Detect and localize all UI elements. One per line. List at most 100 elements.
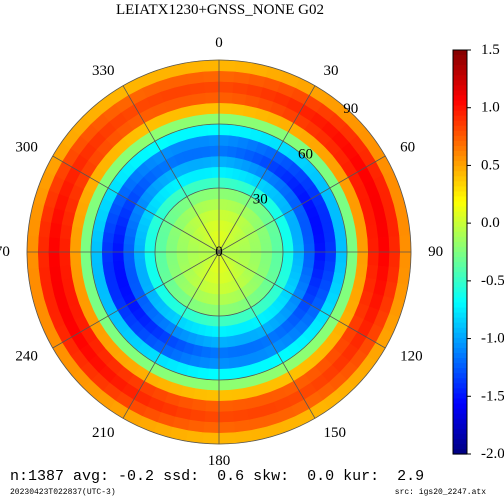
angle-tick-label: 90 <box>428 244 443 260</box>
heatmap-cell <box>212 177 220 189</box>
colorbar-segment <box>453 428 467 435</box>
heatmap-cell <box>207 368 220 381</box>
colorbar-segment <box>453 418 467 425</box>
heatmap-cell <box>218 102 233 115</box>
heatmap-cell <box>282 245 294 253</box>
heatmap-cell <box>101 241 114 253</box>
heatmap-cell <box>218 432 237 445</box>
heatmap-cell <box>226 335 237 348</box>
colorbar-segment <box>453 186 467 192</box>
heatmap-cell <box>90 251 103 264</box>
colorbar-segment <box>453 378 467 384</box>
heatmap-cell <box>48 251 60 268</box>
heatmap-cell <box>355 225 369 241</box>
colorbar-segment <box>453 110 467 117</box>
heatmap-cell <box>201 432 220 445</box>
colorbar-segment <box>453 373 467 379</box>
colorbar-segment <box>453 130 467 137</box>
heatmap-cell <box>346 251 358 265</box>
colorbar-tick-label: 0.5 <box>481 157 500 173</box>
heatmap-cell <box>206 379 220 391</box>
stat-ssd: ssd: 0.6 <box>163 468 245 485</box>
heatmap-cell <box>334 229 347 243</box>
heatmap-cell <box>367 237 380 253</box>
colorbar-segment <box>453 257 467 263</box>
angle-tick-label: 0 <box>215 35 223 51</box>
heatmap-cell <box>69 238 82 253</box>
colorbar-tick-label: 1.5 <box>481 42 500 58</box>
heatmap-cell <box>229 377 244 391</box>
colorbar-segment <box>453 388 467 394</box>
colorbar-segment <box>453 413 467 420</box>
heatmap-cell <box>133 244 145 253</box>
heatmap-cell <box>378 251 390 268</box>
heatmap-cell <box>218 411 235 423</box>
heatmap-cell <box>227 356 240 370</box>
heatmap-cell <box>218 421 236 434</box>
colorbar-segment <box>453 353 467 359</box>
heatmap-cell <box>112 251 124 262</box>
grid-spoke-150 <box>218 251 316 419</box>
heatmap-cell <box>218 379 232 391</box>
heatmap-cell <box>154 251 167 258</box>
heatmap-cell <box>230 388 246 402</box>
polar-grid <box>26 59 412 445</box>
heatmap-cell <box>335 240 348 253</box>
heatmap-cell <box>218 145 229 157</box>
colorbar-segment <box>453 236 467 243</box>
colorbar-segment <box>453 368 467 374</box>
colorbar-segment <box>453 322 467 329</box>
colorbar-segment <box>453 282 467 288</box>
colorbar-segment <box>453 231 467 238</box>
colorbar-segment <box>453 358 467 364</box>
colorbar-segment <box>453 438 467 445</box>
grid-spoke-330 <box>122 85 220 253</box>
heatmap-cell <box>198 134 211 148</box>
heatmap-cell <box>91 261 104 275</box>
heatmap-cell <box>133 251 145 260</box>
heatmap-cell <box>37 251 50 269</box>
colorbar-tick-label: -1.0 <box>481 331 504 347</box>
heatmap-cell <box>192 388 208 402</box>
grid-spoke-300 <box>52 155 220 253</box>
colorbar-segment <box>453 196 467 203</box>
polar-labels: 0 30 60 90 120 150 180 210 240 270 300 330 30 60 90 0 <box>0 35 443 469</box>
colorbar-segment <box>453 201 467 208</box>
heatmap-cell <box>231 92 248 106</box>
colorbar-segment <box>453 347 467 354</box>
colorbar-segment <box>453 50 467 56</box>
heatmap-cell <box>218 70 236 83</box>
colorbar-segment <box>453 156 467 162</box>
angle-tick-label: 270 <box>0 244 10 260</box>
heatmap-cell <box>230 102 246 116</box>
heatmap-cell <box>203 81 220 93</box>
heatmap-cell <box>204 400 220 413</box>
stat-avg: avg: -0.2 <box>73 468 155 485</box>
heatmap-cell <box>122 251 135 261</box>
heatmap-cell <box>80 239 92 253</box>
colorbar-segment <box>453 403 467 410</box>
colorbar-segment <box>453 125 467 132</box>
angle-tick-label: 120 <box>400 349 423 365</box>
heatmap-cell <box>399 234 412 253</box>
heatmap-cell <box>165 251 177 257</box>
heatmap-cell <box>365 223 379 240</box>
heatmap-cell <box>69 263 83 279</box>
ring-tick-label: 60 <box>298 147 313 163</box>
colorbar-segment <box>453 408 467 415</box>
colorbar-segment <box>453 302 467 309</box>
heatmap-cell <box>355 263 369 279</box>
colorbar-segment <box>453 307 467 314</box>
heatmap-cell <box>323 231 337 244</box>
colorbar-segment <box>453 161 467 167</box>
chart-title: LEIATX1230+GNSS_NONE G02 <box>115 2 325 18</box>
heatmap-cell <box>26 251 39 270</box>
heatmap-cell <box>218 283 224 295</box>
heatmap-cell <box>194 113 209 127</box>
heatmap-cell <box>293 244 305 253</box>
colorbar-segment <box>453 181 467 187</box>
colorbar-segment <box>453 151 467 157</box>
heatmap-cell <box>218 166 227 178</box>
angle-tick-label: 30 <box>324 63 339 79</box>
heatmap-cell <box>218 400 234 413</box>
